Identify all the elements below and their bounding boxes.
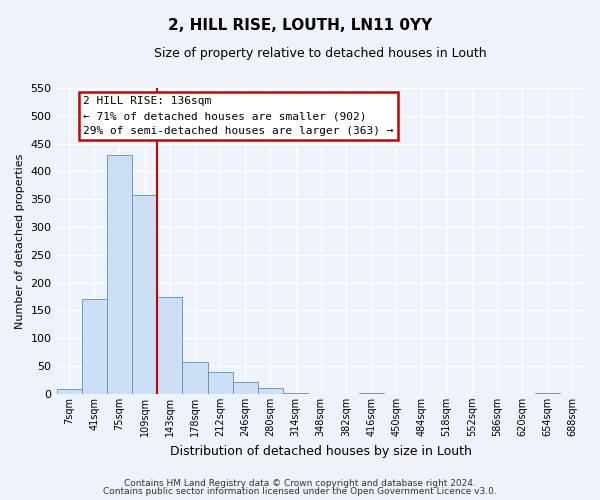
Text: 2 HILL RISE: 136sqm
← 71% of detached houses are smaller (902)
29% of semi-detac: 2 HILL RISE: 136sqm ← 71% of detached ho…: [83, 96, 394, 136]
Bar: [233, 382, 258, 394]
X-axis label: Distribution of detached houses by size in Louth: Distribution of detached houses by size …: [170, 444, 472, 458]
Bar: [182, 362, 208, 394]
Text: 2, HILL RISE, LOUTH, LN11 0YY: 2, HILL RISE, LOUTH, LN11 0YY: [168, 18, 432, 32]
Bar: [107, 155, 132, 394]
Bar: [132, 196, 157, 394]
Title: Size of property relative to detached houses in Louth: Size of property relative to detached ho…: [154, 48, 487, 60]
Bar: [157, 296, 182, 394]
Bar: [258, 388, 283, 394]
Bar: [56, 390, 82, 394]
Bar: [82, 300, 107, 394]
Y-axis label: Number of detached properties: Number of detached properties: [15, 154, 25, 328]
Text: Contains public sector information licensed under the Open Government Licence v3: Contains public sector information licen…: [103, 488, 497, 496]
Bar: [283, 393, 308, 394]
Text: Contains HM Land Registry data © Crown copyright and database right 2024.: Contains HM Land Registry data © Crown c…: [124, 478, 476, 488]
Bar: [208, 372, 233, 394]
